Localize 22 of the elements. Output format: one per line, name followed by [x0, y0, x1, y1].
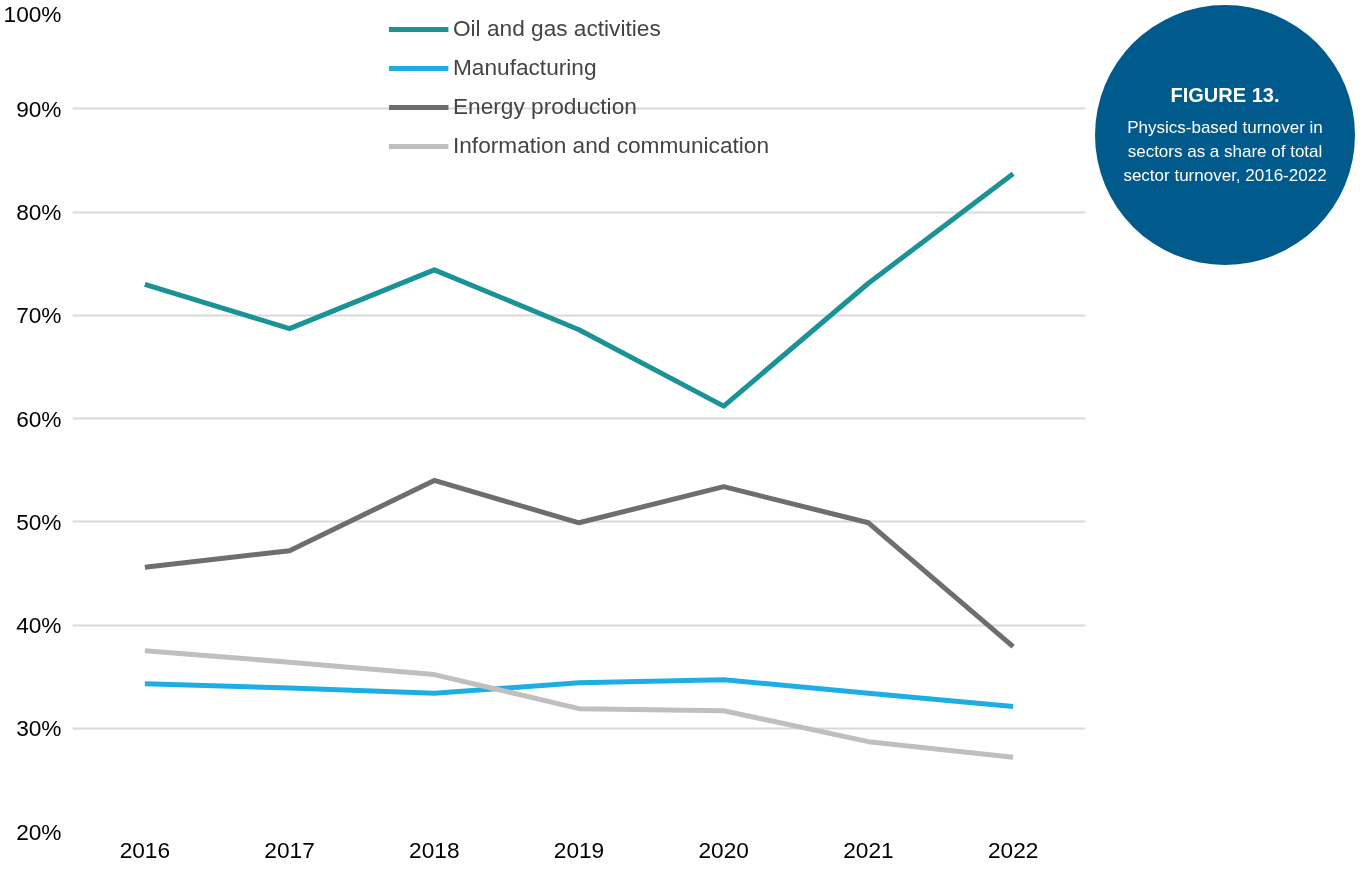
legend-label: Information and communication	[452, 132, 770, 159]
y-tick-label: 40%	[16, 612, 62, 638]
x-tick-label: 2020	[698, 836, 749, 863]
text: Physics-based turnover in sectors as a share of total sector turnover, 2016-2022	[1122, 116, 1328, 188]
x-tick-label: 2017	[264, 836, 315, 863]
y-tick-label: 90%	[16, 95, 62, 122]
y-tick-label: 30%	[16, 715, 62, 742]
legend-label: Manufacturing	[452, 54, 597, 81]
legend-label: Energy production	[452, 93, 637, 120]
text: FIGURE 13.	[1169, 83, 1281, 109]
y-tick-label: 20%	[16, 818, 62, 845]
x-tick-label: 2016	[119, 836, 171, 863]
y-tick-label: 70%	[16, 302, 62, 329]
x-tick-label: 2018	[409, 836, 460, 863]
y-tick-label: 80%	[16, 199, 62, 225]
y-tick-label: 60%	[16, 405, 62, 432]
x-tick-label: 2022	[987, 836, 1039, 863]
x-tick-label: 2019	[553, 836, 605, 863]
legend-label: Oil and gas activities	[452, 15, 661, 42]
y-tick-label: 50%	[16, 508, 62, 535]
y-tick-label: 100%	[3, 0, 62, 27]
x-tick-label: 2021	[843, 836, 894, 863]
